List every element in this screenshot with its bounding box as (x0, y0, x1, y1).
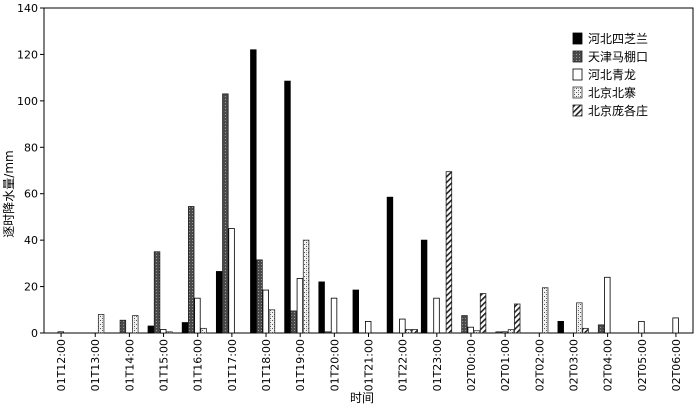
x-tick-label: 01T23:00 (431, 339, 444, 391)
y-tick-label: 100 (17, 95, 38, 108)
bar (188, 206, 195, 334)
legend-swatch (572, 86, 583, 99)
bar (479, 293, 487, 334)
x-tick-label: 01T12:00 (55, 339, 68, 391)
bar (57, 331, 64, 334)
legend-label: 北京北寨 (588, 85, 636, 100)
x-tick-label: 02T00:00 (465, 339, 478, 391)
bar (119, 319, 127, 334)
bar (433, 297, 440, 334)
legend-swatch (572, 32, 583, 45)
bar (194, 297, 201, 334)
bar (290, 310, 297, 334)
bar (638, 320, 645, 334)
x-tick-label: 01T17:00 (226, 339, 239, 391)
bar (467, 326, 474, 334)
x-tick-label: 02T03:00 (567, 339, 580, 391)
x-tick-label: 01T18:00 (260, 339, 273, 391)
bar (268, 309, 276, 334)
bar (495, 331, 502, 334)
x-tick-label: 02T06:00 (670, 339, 683, 391)
legend-label: 河北四芝兰 (588, 31, 648, 46)
x-tick-label: 01T14:00 (123, 339, 136, 391)
x-tick-label: 02T01:00 (499, 339, 512, 391)
bar (386, 196, 394, 334)
bar (473, 330, 481, 334)
bar (284, 80, 291, 334)
bar (597, 324, 605, 334)
bar (507, 329, 515, 334)
bar (97, 314, 105, 334)
bar (215, 271, 223, 334)
y-axis-label: 逐时降水量/mm (2, 150, 16, 237)
legend-swatch (572, 104, 583, 117)
legend-swatch (572, 68, 583, 81)
bar (166, 331, 173, 334)
legend-label: 天津马棚口 (588, 49, 648, 64)
bar (153, 251, 161, 334)
bar (324, 331, 332, 334)
x-tick-label: 02T04:00 (602, 339, 615, 391)
bar (302, 239, 310, 334)
x-tick-label: 01T16:00 (192, 339, 205, 391)
x-tick-label: 01T19:00 (294, 339, 307, 391)
bar (352, 289, 359, 334)
bar (541, 287, 549, 334)
y-tick-label: 40 (24, 234, 38, 247)
bar (262, 289, 269, 334)
bar (445, 171, 453, 334)
bar (147, 325, 155, 334)
x-tick-label: 01T21:00 (363, 339, 376, 391)
bar (296, 278, 304, 334)
bar (200, 327, 207, 334)
bar (604, 276, 611, 334)
bar (405, 329, 412, 334)
x-tick-label: 02T05:00 (636, 339, 649, 391)
y-tick-label: 20 (24, 281, 38, 294)
bar (461, 315, 468, 334)
y-tick-label: 140 (17, 2, 38, 15)
x-tick-label: 02T02:00 (533, 339, 546, 391)
bar (501, 331, 509, 334)
bar (222, 93, 229, 334)
bar (582, 327, 589, 334)
bar (330, 297, 338, 334)
bar (364, 320, 372, 334)
legend-swatch (572, 50, 583, 63)
x-axis-label: 时间 (350, 391, 374, 405)
bar (160, 329, 167, 334)
bar (181, 322, 189, 334)
y-tick-label: 80 (24, 141, 38, 154)
bar (672, 317, 679, 334)
y-tick-label: 0 (31, 327, 38, 340)
bar (228, 228, 235, 334)
x-tick-label: 01T13:00 (89, 339, 102, 391)
bar (318, 281, 325, 334)
legend-label: 河北青龙 (588, 68, 636, 82)
bar (411, 329, 418, 334)
bar (256, 259, 263, 334)
bar (132, 315, 139, 334)
y-tick-label: 60 (24, 188, 38, 201)
bar (557, 320, 564, 334)
x-tick-label: 01T15:00 (158, 339, 171, 391)
legend-label: 北京庞各庄 (588, 103, 648, 118)
bar (576, 302, 583, 334)
bar (420, 239, 428, 334)
bar (250, 49, 257, 334)
bar (399, 318, 406, 334)
y-tick-label: 120 (17, 48, 38, 61)
x-tick-label: 01T20:00 (328, 339, 341, 391)
bar (514, 303, 521, 334)
x-tick-label: 01T22:00 (397, 339, 410, 391)
